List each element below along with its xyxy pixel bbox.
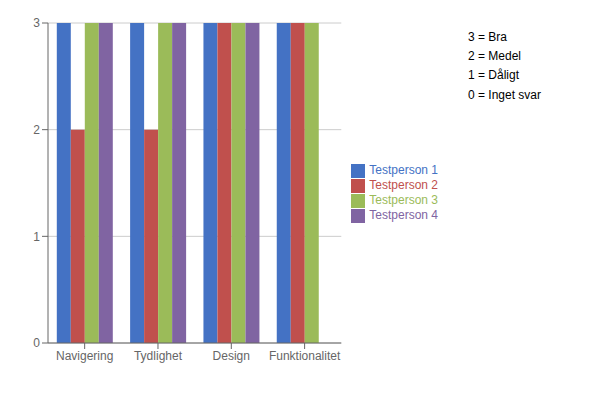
svg-text:0: 0 (33, 336, 40, 350)
svg-text:1: 1 (33, 230, 40, 244)
svg-text:Navigering: Navigering (56, 349, 113, 363)
svg-text:Funktionalitet: Funktionalitet (269, 349, 341, 363)
svg-text:Tydlighet: Tydlighet (134, 349, 183, 363)
svg-text:Design: Design (213, 349, 250, 363)
html-text:Testperson 4: Testperson 4 (369, 207, 438, 222)
html-text:Testperson 3: Testperson 3 (369, 193, 438, 207)
svg-text:2: 2 (33, 123, 40, 137)
svg-text:3: 3 (33, 16, 40, 30)
html-text:2 = Medel: 2 = Medel (468, 49, 521, 64)
html-text:Testperson 1: Testperson 1 (369, 163, 438, 178)
html-text:1 = Dåligt: 1 = Dåligt (468, 68, 519, 83)
html-text:0 = Inget svar: 0 = Inget svar (468, 87, 541, 102)
html-text:Testperson 2: Testperson 2 (369, 178, 438, 193)
html-text:3 = Bra: 3 = Bra (468, 30, 507, 44)
